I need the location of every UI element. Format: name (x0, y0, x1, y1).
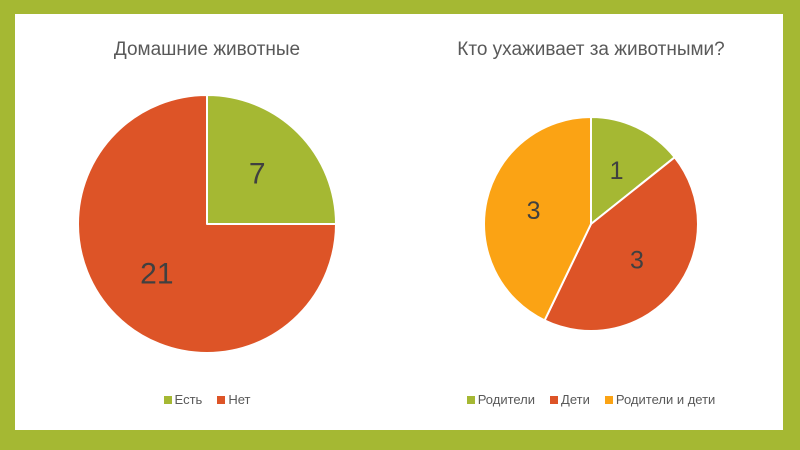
pie-data-label-0: 1 (610, 157, 624, 185)
slide-content-area: Домашние животные 7 21 Есть Нет Кто ухажив… (15, 14, 783, 430)
pie-chart-caretakers: 1 3 3 (482, 62, 700, 387)
chart-title-caretakers: Кто ухаживает за животными? (457, 39, 725, 60)
chart-title-pets: Домашние животные (113, 39, 301, 60)
pie-chart-pets-svg: 7 21 (77, 94, 337, 355)
chart-panel-pets: Домашние животные 7 21 Есть Нет (15, 14, 399, 430)
legend-item-0: Есть (163, 392, 203, 407)
pie-slice-1 (77, 94, 337, 355)
legend-item-1: Дети (550, 392, 590, 407)
legend-color-swatch-1 (550, 395, 559, 404)
pie-data-label-1: 3 (630, 247, 644, 275)
pie-chart-pets: 7 21 (76, 62, 338, 387)
legend-item-1: Нет (217, 392, 250, 407)
legend-item-2: Родители и дети (604, 392, 716, 407)
chart-panel-caretakers: Кто ухаживает за животными? 1 3 3 Родители… (399, 14, 783, 430)
pie-data-label-1: 21 (140, 258, 173, 291)
legend-label-0: Родители (477, 392, 536, 407)
legend-color-swatch-0 (466, 395, 475, 404)
legend-label-1: Нет (228, 392, 251, 407)
pie-data-label-0: 7 (249, 158, 266, 191)
legend-color-swatch-2 (604, 395, 613, 404)
legend-color-swatch-1 (217, 395, 226, 404)
legend-color-swatch-0 (163, 395, 172, 404)
legend-item-0: Родители (466, 392, 536, 407)
pie-slice-0 (590, 116, 676, 226)
pie-slice-1 (543, 156, 699, 333)
pie-chart-caretakers-svg: 1 3 3 (483, 116, 699, 333)
legend-label-0: Есть (174, 392, 203, 407)
pie-slice-2 (483, 116, 592, 322)
chart-legend-caretakers: Родители Дети Родители и дети (466, 387, 716, 430)
pie-data-label-2: 3 (527, 197, 541, 225)
pie-slice-0 (206, 94, 337, 226)
legend-label-1: Дети (561, 392, 590, 407)
chart-legend-pets: Есть Нет (163, 387, 250, 430)
legend-label-2: Родители и дети (615, 392, 716, 407)
